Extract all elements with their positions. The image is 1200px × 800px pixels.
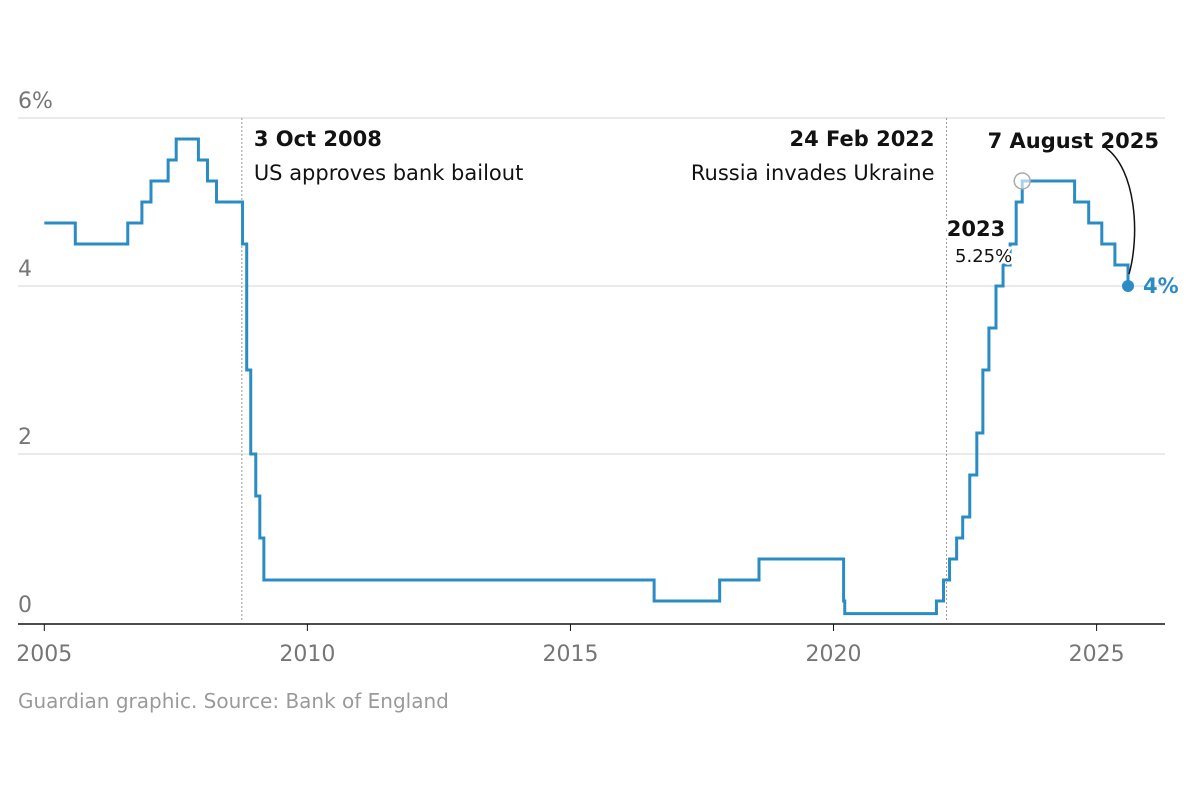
latest-date-label: 7 August 2025 bbox=[988, 129, 1159, 153]
event-title: 3 Oct 2008 bbox=[254, 127, 382, 151]
x-tick-label: 2005 bbox=[16, 642, 72, 667]
peak-value-label: 5.25% bbox=[955, 246, 1012, 267]
x-tick-label: 2025 bbox=[1069, 642, 1125, 667]
source-note: Guardian graphic. Source: Bank of Englan… bbox=[18, 689, 449, 713]
y-tick-label: 6% bbox=[18, 89, 53, 114]
x-tick-label: 2010 bbox=[279, 642, 335, 667]
x-tick-label: 2020 bbox=[806, 642, 862, 667]
x-tick-label: 2015 bbox=[542, 642, 598, 667]
peak-marker bbox=[1013, 172, 1031, 190]
latest-pointer bbox=[1105, 147, 1136, 275]
y-tick-label: 4 bbox=[18, 257, 32, 282]
peak-year-label: 2023 bbox=[947, 217, 1005, 241]
y-tick-label: 2 bbox=[18, 425, 32, 450]
latest-value-label: 4% bbox=[1143, 274, 1179, 298]
latest-point bbox=[1122, 280, 1135, 292]
bank-rate-line bbox=[44, 137, 1130, 616]
event-title: 24 Feb 2022 bbox=[789, 127, 934, 151]
event-description: Russia invades Ukraine bbox=[691, 161, 935, 185]
y-tick-label: 0 bbox=[18, 593, 32, 618]
event-description: US approves bank bailout bbox=[254, 161, 524, 185]
